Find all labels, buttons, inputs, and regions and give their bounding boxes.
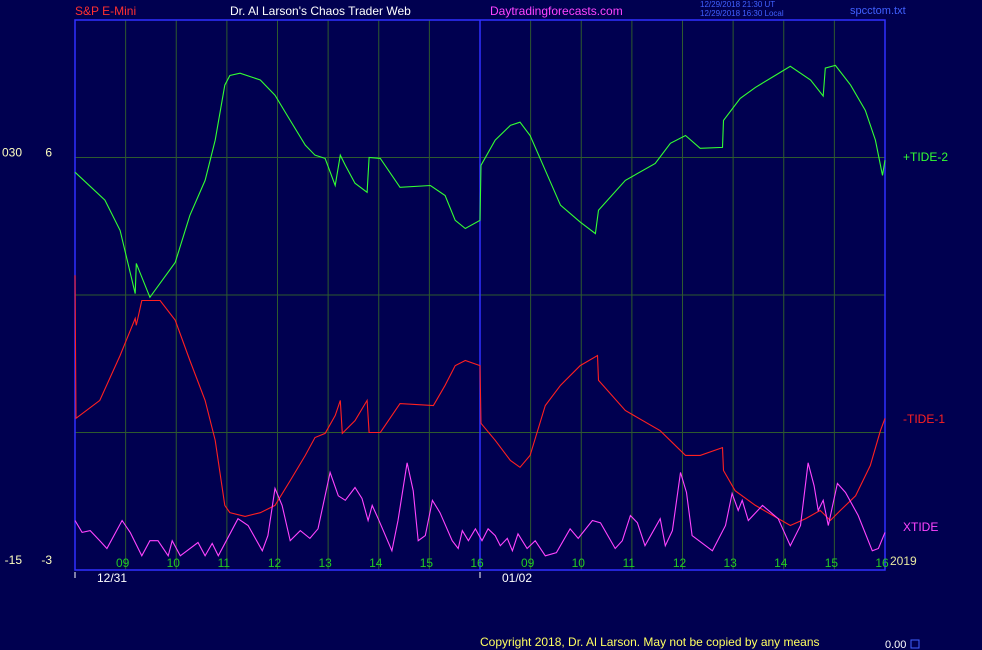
x-tick-label: 11: [623, 556, 636, 570]
x-tick-label: 12: [673, 556, 687, 570]
x-tick-label: 16: [875, 556, 889, 570]
legend-entry: XTIDE: [903, 520, 938, 534]
x-tick-label: 13: [318, 556, 332, 570]
x-tick-label: 09: [116, 556, 130, 570]
file-name: spcctom.txt: [850, 5, 906, 17]
y-tick-label: 6: [45, 146, 52, 160]
copyright: Copyright 2018, Dr. Al Larson. May not b…: [480, 635, 820, 649]
website: Daytradingforecasts.com: [490, 4, 623, 18]
x-tick-label: 16: [470, 556, 484, 570]
x-tick-label: 15: [420, 556, 434, 570]
y2-tick-label: -15: [5, 553, 23, 567]
x-tick-label: 14: [774, 556, 788, 570]
x-tick-label: 09: [521, 556, 535, 570]
year: 2019: [890, 554, 917, 568]
status-icon: [910, 639, 920, 649]
x-tick-label: 12: [268, 556, 282, 570]
x-tick-label: 10: [572, 556, 586, 570]
timestamp: 12/29/2018 21:30 UT: [700, 0, 775, 9]
x-tick-label: 14: [369, 556, 383, 570]
y-tick-label: -3: [41, 553, 52, 567]
date-tick-label: 01/02: [502, 571, 532, 585]
chart-title: Dr. Al Larson's Chaos Trader Web: [230, 4, 411, 18]
status-value: 0.00: [885, 639, 906, 650]
series-line: [74, 275, 886, 527]
x-tick-label: 10: [167, 556, 181, 570]
legend-entry: +TIDE-2: [903, 150, 948, 164]
timestamp: 12/29/2018 16:30 Local: [700, 9, 784, 18]
series-line: [74, 462, 886, 558]
date-tick-label: 12/31: [97, 571, 127, 585]
x-tick-label: 11: [218, 556, 231, 570]
instrument: S&P E-Mini: [75, 4, 136, 18]
x-tick-label: 13: [723, 556, 737, 570]
x-tick-label: 15: [825, 556, 839, 570]
y2-tick-label: 030: [2, 146, 22, 160]
legend-entry: -TIDE-1: [903, 412, 945, 426]
series-line: [74, 64, 886, 299]
